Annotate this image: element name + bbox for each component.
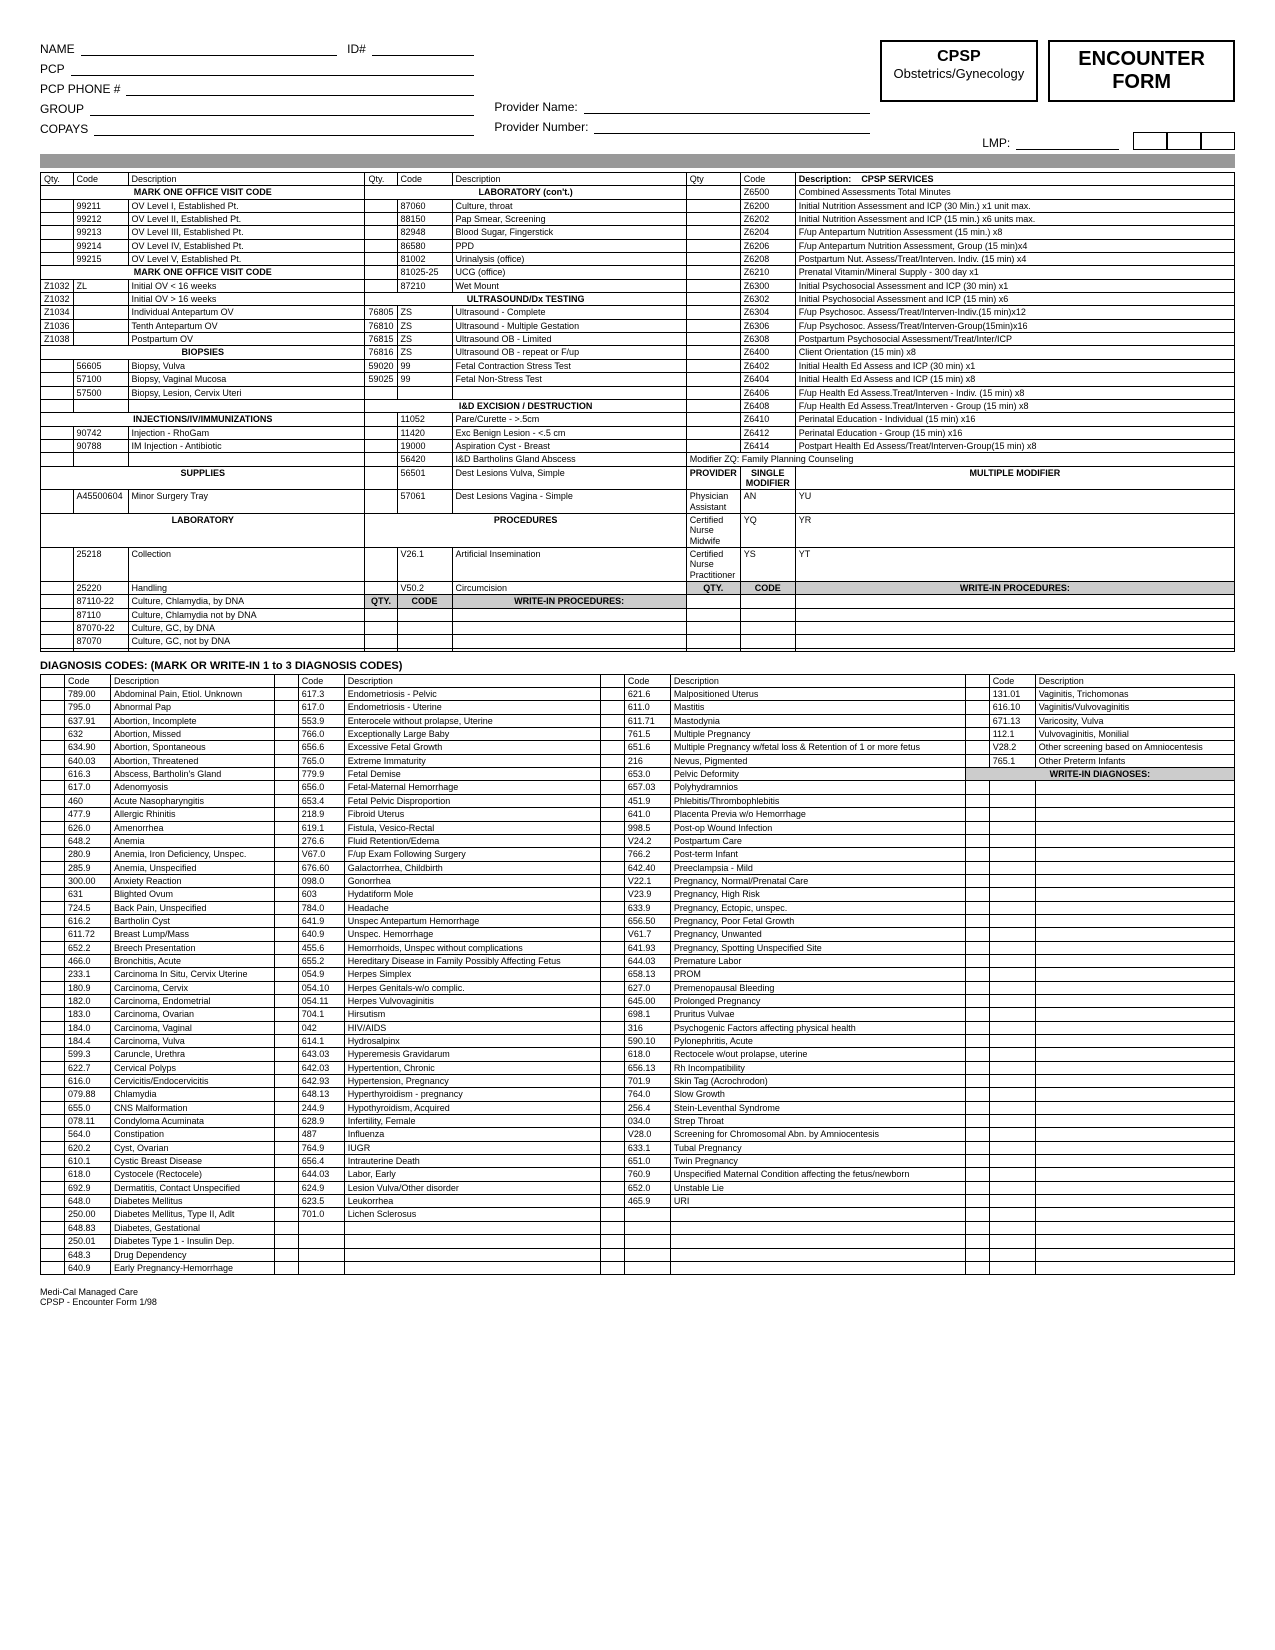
cpsp-sub: Obstetrics/Gynecology: [894, 66, 1025, 81]
name-label: NAME: [40, 42, 75, 56]
footer-line1: Medi-Cal Managed Care: [40, 1287, 1235, 1297]
id-label: ID#: [347, 42, 366, 56]
lmp-label: LMP:: [982, 136, 1010, 150]
copays-field[interactable]: [94, 120, 474, 136]
lmp-field[interactable]: [1016, 134, 1119, 150]
footer: Medi-Cal Managed Care CPSP - Encounter F…: [40, 1287, 1235, 1307]
pcp-phone-field[interactable]: [126, 80, 474, 96]
lmp-boxes[interactable]: [1133, 132, 1235, 150]
group-field[interactable]: [90, 100, 474, 116]
footer-line2: CPSP - Encounter Form 1/98: [40, 1297, 1235, 1307]
codes-table: Qty.CodeDescriptionQty.CodeDescriptionQt…: [40, 172, 1235, 652]
gray-divider: [40, 154, 1235, 168]
name-field[interactable]: [81, 40, 337, 56]
encounter-box: ENCOUNTER FORM: [1048, 40, 1235, 102]
provider-number-label: Provider Number:: [494, 120, 588, 134]
form-header: NAME ID# PCP PCP PHONE # GROUP COPAYS Pr…: [40, 40, 1235, 150]
cpsp-box: CPSP Obstetrics/Gynecology: [880, 40, 1039, 102]
pcp-phone-label: PCP PHONE #: [40, 82, 120, 96]
copays-label: COPAYS: [40, 122, 88, 136]
group-label: GROUP: [40, 102, 84, 116]
pcp-label: PCP: [40, 62, 65, 76]
encounter-title: ENCOUNTER FORM: [1062, 48, 1221, 94]
diagnosis-table: CodeDescriptionCodeDescriptionCodeDescri…: [40, 674, 1235, 1275]
provider-number-field[interactable]: [594, 118, 869, 134]
provider-name-field[interactable]: [584, 98, 870, 114]
pcp-field[interactable]: [71, 60, 475, 76]
provider-name-label: Provider Name:: [494, 100, 577, 114]
id-field[interactable]: [372, 40, 475, 56]
cpsp-title: CPSP: [894, 48, 1025, 66]
diagnosis-title: DIAGNOSIS CODES: (MARK OR WRITE-IN 1 to …: [40, 660, 1235, 672]
